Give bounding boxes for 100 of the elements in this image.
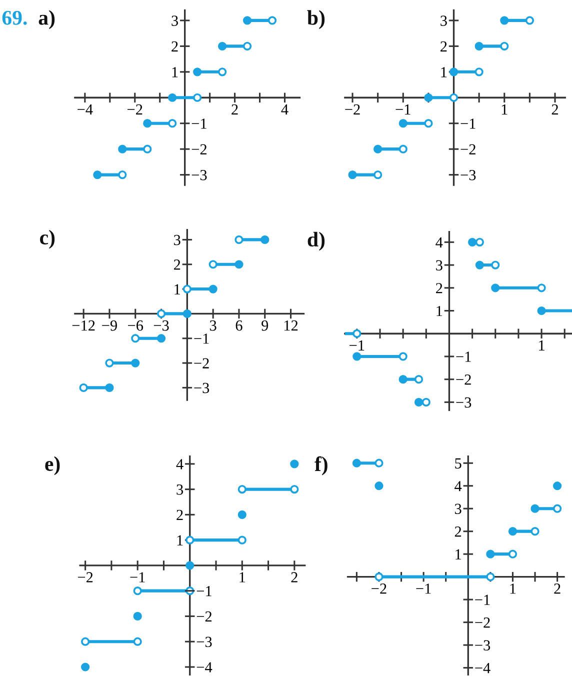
x-tick-label: 1 [240, 572, 246, 582]
x-tick-label: 9 [262, 320, 268, 331]
point [133, 637, 142, 646]
x-tick-label: −1 [130, 572, 145, 582]
point [449, 93, 458, 102]
point [374, 144, 382, 154]
point [449, 68, 458, 76]
x-tick-label: −3 [154, 320, 169, 331]
point [486, 550, 495, 558]
point [398, 119, 408, 128]
x-tick-label: 2 [552, 104, 558, 114]
y2-tick-label: −3 [192, 170, 207, 180]
point [268, 16, 277, 25]
point [530, 527, 540, 536]
point [508, 527, 518, 536]
point [537, 306, 546, 316]
y-tick-label: 2 [436, 283, 442, 294]
y2-tick-label: −3 [475, 640, 490, 650]
point [182, 309, 192, 318]
x-tick-label: −2 [128, 104, 142, 114]
point [182, 284, 192, 294]
y-tick-label: 1 [174, 284, 180, 294]
y2-tick-label: −2 [456, 374, 471, 385]
y2-tick-label: −2 [460, 144, 476, 154]
point [218, 42, 227, 50]
point [352, 352, 362, 361]
x-tick-label: −2 [78, 572, 93, 582]
y-tick-label: 2 [440, 41, 447, 52]
point [530, 504, 540, 513]
point [238, 536, 246, 544]
point [525, 16, 534, 25]
text: 69. [2, 10, 27, 25]
point [208, 260, 218, 269]
point [424, 119, 433, 128]
y-tick-label: 4 [436, 237, 443, 248]
point [374, 572, 384, 582]
point [238, 510, 246, 519]
x-tick-label: −1 [396, 104, 410, 114]
point [118, 144, 127, 154]
point [131, 334, 140, 343]
x-tick-label: 4 [281, 104, 288, 114]
chart-title: c) [40, 230, 55, 249]
x-tick-label: 1 [510, 584, 516, 594]
point [156, 334, 166, 343]
point [553, 504, 562, 513]
point [553, 482, 562, 490]
point [486, 572, 495, 582]
point [234, 260, 244, 269]
y-tick-label: 2 [172, 41, 178, 52]
point [234, 235, 244, 244]
y-tick-label: 1 [441, 67, 447, 78]
point [93, 170, 102, 180]
point [242, 16, 252, 25]
x-tick-label: −2 [345, 104, 360, 114]
x-tick-label: 12 [284, 320, 298, 331]
point [79, 383, 88, 392]
point [218, 68, 227, 76]
y2-tick-label: −3 [196, 636, 212, 648]
y2-tick-label: −2 [194, 358, 209, 368]
point [508, 550, 518, 558]
point [238, 484, 246, 494]
y-tick-label: 2 [176, 510, 183, 520]
point [474, 68, 484, 76]
y2-tick-label: −1 [456, 352, 471, 362]
point [118, 170, 127, 180]
x-tick-label: −9 [102, 320, 117, 331]
y-tick-label: 1 [172, 67, 178, 78]
y2-tick-label: −1 [475, 594, 490, 605]
x-tick-label: 2 [232, 104, 238, 114]
point [156, 309, 166, 318]
x-tick-label: 2 [554, 584, 560, 594]
x-tick-label: −6 [128, 320, 144, 331]
point [81, 637, 90, 646]
y-tick-label: 4 [176, 459, 184, 470]
point [491, 260, 500, 270]
chart-title: e) [45, 456, 60, 476]
point [474, 42, 484, 50]
point [193, 68, 202, 76]
point [374, 458, 384, 468]
y2-tick-label: −1 [194, 334, 209, 344]
x-tick-label: 1 [502, 104, 508, 114]
point [352, 458, 361, 468]
point [168, 93, 177, 102]
point [208, 284, 218, 294]
y-tick-label: 3 [174, 234, 180, 246]
point [193, 93, 202, 102]
point [242, 42, 252, 50]
point [537, 284, 546, 292]
point [348, 170, 357, 180]
point [491, 284, 500, 292]
y2-tick-label: −3 [460, 170, 476, 180]
point [374, 482, 384, 490]
point [133, 612, 142, 621]
point [422, 398, 430, 406]
y2-tick-label: −2 [196, 611, 212, 622]
y2-tick-label: −4 [475, 663, 490, 674]
point [475, 260, 484, 270]
y-tick-label: 3 [454, 504, 462, 514]
y-tick-label: 3 [440, 16, 447, 26]
y2-tick-label: −4 [196, 662, 212, 672]
